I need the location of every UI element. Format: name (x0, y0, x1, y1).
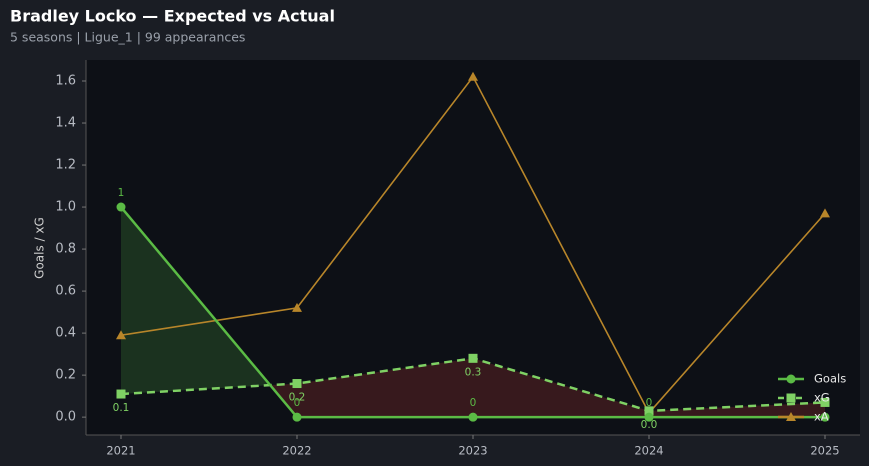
x-tick-label: 2023 (458, 444, 487, 458)
point (468, 412, 478, 422)
y-tick-label: 1.2 (55, 158, 76, 173)
area-fill (297, 358, 473, 418)
x-tick-label: 2022 (282, 444, 311, 458)
legend-label: xA (814, 410, 829, 424)
x-tick-label: 2024 (634, 444, 663, 458)
point (820, 397, 830, 407)
plot-area (86, 60, 860, 435)
data-label: 1 (118, 187, 125, 199)
point (820, 208, 830, 218)
point (468, 353, 478, 363)
y-tick-label: 1.4 (55, 116, 76, 131)
point (292, 302, 302, 312)
y-tick-label: 0.8 (55, 242, 76, 257)
data-label: 0.2 (289, 392, 306, 404)
legend-marker (786, 393, 796, 403)
point (644, 406, 654, 416)
y-tick-label: 0.4 (55, 326, 76, 341)
x-tick-label: 2021 (106, 444, 135, 458)
point (292, 412, 302, 422)
y-tick-label: 1.0 (55, 200, 76, 215)
point (116, 202, 126, 212)
point (820, 412, 830, 422)
point (116, 389, 126, 399)
chart-subtitle: 5 seasons | Ligue_1 | 99 appearances (10, 30, 245, 45)
data-label: 0.1 (113, 402, 130, 414)
y-tick-label: 1.6 (55, 74, 76, 89)
y-tick-label: 0.6 (55, 284, 76, 299)
data-label: 0.0 (641, 419, 658, 431)
data-label: 0.3 (465, 366, 482, 378)
legend-label: xG (814, 391, 830, 405)
data-label: 0 (294, 397, 301, 409)
area-fill (473, 358, 649, 418)
chart-title: Bradley Locko — Expected vs Actual (10, 7, 335, 26)
point (644, 412, 654, 422)
data-label: 0 (470, 397, 477, 409)
y-tick-label: 0.2 (55, 368, 76, 383)
y-axis-label: Goals / xG (33, 217, 47, 279)
legend-marker (786, 412, 796, 421)
data-label: 0 (646, 397, 653, 409)
area-fill (121, 207, 271, 395)
point (468, 71, 478, 81)
y-tick-label: 0.0 (55, 410, 76, 425)
legend-marker (786, 374, 796, 384)
point (292, 379, 302, 389)
area-fill (649, 402, 825, 418)
point (116, 330, 126, 340)
legend-label: Goals (814, 372, 846, 386)
x-tick-label: 2025 (810, 444, 839, 458)
